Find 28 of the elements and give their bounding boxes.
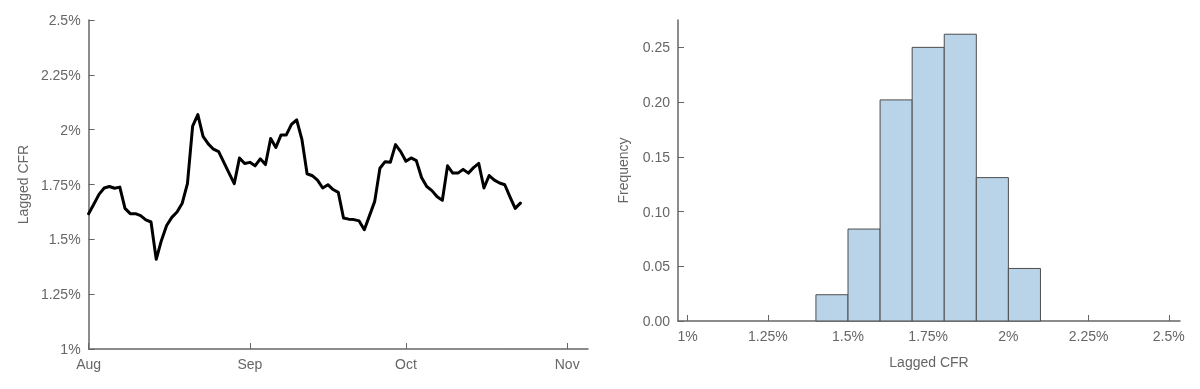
x-tick-label: Oct xyxy=(395,356,417,372)
x-tick-label: 1.75% xyxy=(908,328,949,344)
x-tick-label: Aug xyxy=(76,356,102,372)
y-tick-label: 2.25% xyxy=(40,66,81,83)
x-tick-label: 1.5% xyxy=(832,328,864,344)
y-tick-label: 0.10 xyxy=(642,203,671,220)
y-tick-label: 1.25% xyxy=(40,286,81,303)
x-tick-label: 2.25% xyxy=(1068,328,1109,344)
y-tick-label: 0.25 xyxy=(642,39,671,56)
y-tick-label: 1.75% xyxy=(40,176,81,193)
x-tick-label: Nov xyxy=(554,356,580,372)
y-tick-label: 2.5% xyxy=(48,12,81,28)
x-tick-label: 2% xyxy=(998,328,1019,344)
y-tick-label: 0.15 xyxy=(642,148,671,165)
y-tick-label: 1% xyxy=(60,341,81,357)
x-axis-title: Lagged CFR xyxy=(889,354,969,370)
y-tick-label: 2% xyxy=(60,121,81,138)
x-tick-label: 1% xyxy=(677,328,698,344)
x-tick-label: 1.25% xyxy=(747,328,788,344)
x-tick-label: 2.5% xyxy=(1152,328,1185,344)
y-axis-title: Frequency xyxy=(615,137,631,204)
y-tick-label: 0.05 xyxy=(642,258,671,275)
y-tick-label: 0.00 xyxy=(642,313,671,329)
x-tick-label: Sep xyxy=(237,356,263,372)
y-axis-title: Lagged CFR xyxy=(15,144,31,225)
y-tick-label: 0.20 xyxy=(642,94,671,111)
line-series xyxy=(87,113,522,261)
y-tick-label: 1.5% xyxy=(48,231,81,248)
